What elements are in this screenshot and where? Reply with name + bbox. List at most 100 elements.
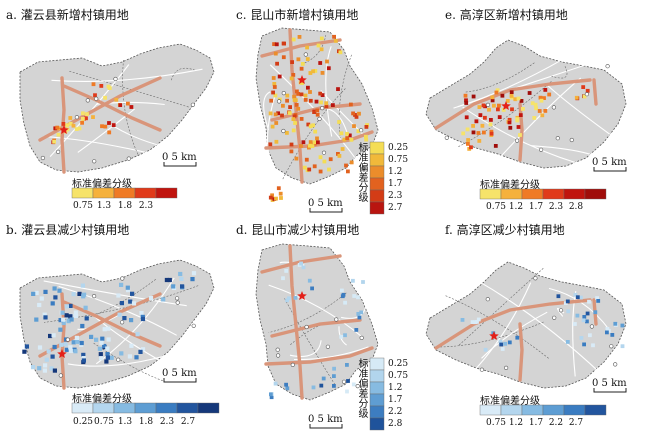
panel-a-grid-cell	[68, 121, 73, 126]
panel-b-grid-cell	[22, 349, 27, 354]
panel-a-grid-cell	[71, 123, 76, 128]
panel-b-grid-cell	[138, 349, 143, 354]
panel-a-legend-swatch	[155, 187, 178, 199]
panel-d-major-road	[270, 318, 362, 338]
panel-b-grid-cell	[164, 277, 169, 283]
panel-c-grid-cell	[291, 128, 296, 133]
panel-c-grid-cell	[276, 111, 280, 116]
panel-a-grid-cell	[103, 124, 108, 129]
panel-d-grid-cell	[284, 382, 288, 387]
panel-b-grid-cell	[31, 291, 36, 296]
panel-c-town-marker-icon	[277, 99, 282, 104]
panel-c-grid-cell	[270, 193, 274, 198]
panel-b-grid-cell	[105, 346, 110, 351]
panel-e-town-marker-icon	[444, 135, 449, 140]
panel-e-grid-cell	[521, 107, 525, 111]
panel-b-tick: 2.3	[159, 417, 175, 427]
panel-c-town-marker-icon	[317, 116, 322, 121]
panel-c-grid-cell	[291, 73, 296, 77]
panel-e-grid-cell	[518, 113, 523, 117]
panel-c-scale-label: 0 5 km	[308, 198, 343, 209]
panel-c-grid-cell	[336, 87, 340, 91]
panel-f-grid-cell	[563, 301, 568, 305]
panel-b-grid-cell	[83, 305, 88, 310]
panel-d-scale-label: 0 5 km	[308, 414, 343, 425]
panel-b-grid-cell	[64, 347, 69, 352]
panel-c-grid-cell	[271, 76, 276, 80]
panel-b-grid-cell	[37, 302, 42, 308]
panel-d-minor-road	[268, 284, 364, 339]
panel-d-town-marker-icon	[334, 317, 339, 322]
panel-d-county-seat-star-icon	[297, 291, 307, 300]
panel-b-grid-cell	[135, 332, 140, 337]
panel-a-grid-cell	[118, 103, 123, 107]
panel-b-grid-cell	[171, 284, 176, 289]
panel-c-grid-cell	[274, 196, 278, 201]
panel-e-grid-cell	[509, 94, 514, 98]
panel-b-grid-cell	[57, 288, 62, 293]
panel-f-town-marker-icon	[613, 362, 618, 367]
panel-c-grid-cell	[285, 131, 289, 135]
panel-f-town-marker-icon	[533, 276, 538, 281]
panel-c-grid-cell	[299, 66, 304, 71]
panel-c-grid-cell	[345, 131, 349, 136]
panel-a-grid-cell	[99, 84, 104, 88]
panel-d-minor-road	[283, 297, 336, 385]
panel-f-minor-road	[474, 278, 601, 374]
panel-b-grid-cell	[74, 313, 79, 318]
panel-c-legend-swatch	[369, 153, 385, 167]
panel-d-town-marker-icon	[275, 347, 280, 352]
panel-d-tick: 2.2	[388, 407, 403, 417]
panel-a-scale-label: 0 5 km	[162, 152, 197, 163]
panel-e-grid-cell	[494, 90, 499, 95]
panel-e-legend-title: 标准偏差分级	[480, 180, 540, 191]
panel-e-grid-cell	[543, 88, 548, 92]
panel-b-grid-cell	[102, 327, 107, 332]
panel-a-town-marker-icon	[190, 102, 195, 107]
panel-f-grid-cell	[579, 295, 583, 300]
panel-e-grid-cell	[497, 103, 501, 108]
panel-c-grid-cell	[316, 43, 321, 48]
panel-f-town-marker-icon	[609, 344, 614, 349]
panel-c-grid-cell	[297, 35, 302, 39]
panel-c-scale-bar	[309, 208, 343, 213]
panel-c-grid-cell	[308, 71, 313, 75]
panel-f-grid-cell	[473, 320, 477, 325]
panel-a-major-road	[62, 84, 162, 132]
panel-b-minor-road	[89, 312, 187, 376]
panel-e-grid-cell	[464, 98, 468, 103]
panel-c-grid-cell	[273, 93, 278, 98]
panel-e-grid-cell	[466, 142, 470, 146]
panel-c-legend-swatch	[369, 189, 385, 203]
panel-b-grid-cell	[52, 344, 57, 350]
panel-e-grid-cell	[493, 144, 498, 148]
panel-e-title: e. 高淳区新增村镇用地	[445, 8, 568, 22]
panel-b-grid-cell	[127, 354, 132, 359]
panel-d-tick: 2.8	[388, 419, 403, 429]
panel-c-minor-road	[301, 35, 327, 65]
panel-e-town-marker-icon	[605, 64, 610, 69]
panel-e-town-marker-icon	[514, 138, 520, 143]
panel-c-tick: 1.2	[388, 167, 403, 177]
panel-f-grid-cell	[573, 322, 577, 326]
panel-c-grid-cell	[364, 137, 369, 142]
panel-b-legend-swatch	[176, 402, 199, 414]
panel-e-grid-cell	[465, 127, 470, 132]
panel-b-grid-cell	[68, 314, 73, 319]
panel-e-grid-cell	[507, 117, 512, 122]
panel-b-grid-cell	[80, 283, 85, 288]
panel-c-grid-cell	[268, 195, 273, 200]
panel-c-grid-cell	[294, 156, 299, 161]
panel-c-grid-cell	[332, 34, 336, 39]
panel-f-grid-cell	[582, 342, 586, 347]
panel-b-grid-cell	[81, 352, 86, 357]
panel-f-major-road	[434, 298, 592, 350]
panel-b-grid-cell	[42, 312, 47, 317]
panel-c-tick: 0.75	[388, 155, 409, 165]
panel-a-grid-cell	[80, 120, 84, 125]
panel-a-minor-road	[69, 71, 189, 108]
panel-c-grid-cell	[333, 39, 338, 43]
panel-e-grid-cell	[537, 109, 542, 113]
panel-e-grid-cell	[482, 130, 486, 135]
